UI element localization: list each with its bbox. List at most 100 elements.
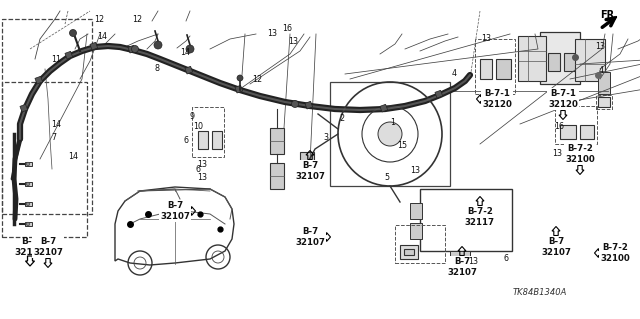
Circle shape [26, 162, 29, 166]
Text: 14: 14 [180, 48, 191, 57]
Text: 1: 1 [390, 118, 395, 127]
Text: 13: 13 [481, 34, 492, 43]
Circle shape [378, 122, 402, 146]
Text: 12: 12 [132, 15, 143, 24]
Text: 12: 12 [252, 75, 262, 84]
Text: 7: 7 [52, 133, 57, 142]
Text: 4: 4 [599, 66, 604, 75]
Circle shape [291, 100, 298, 108]
Text: 6: 6 [503, 254, 508, 263]
Text: B-7
32107: B-7 32107 [295, 227, 325, 247]
Text: 5: 5 [385, 173, 390, 182]
Text: 16: 16 [282, 24, 292, 33]
Bar [24, 202, 31, 206]
Bar [575, 39, 605, 81]
Bar [496, 59, 511, 79]
Text: 14: 14 [68, 152, 79, 161]
Bar [450, 251, 470, 261]
Bar [564, 53, 576, 71]
Text: 10: 10 [193, 122, 204, 130]
Bar [2, 82, 87, 237]
Circle shape [26, 222, 29, 226]
Bar [404, 249, 414, 255]
Bar [300, 152, 314, 172]
Text: 13: 13 [197, 173, 207, 182]
Bar [198, 131, 208, 149]
Bar [24, 182, 31, 186]
Text: 6: 6 [183, 136, 188, 145]
Bar [305, 101, 312, 109]
Bar [400, 245, 418, 259]
Bar [598, 72, 610, 94]
Bar [395, 225, 445, 263]
Bar [2, 19, 92, 214]
Bar [548, 53, 560, 71]
Circle shape [237, 75, 243, 81]
Text: 3: 3 [324, 133, 329, 142]
Bar [270, 128, 284, 154]
Text: 6: 6 [196, 165, 201, 174]
Bar [475, 39, 515, 94]
Bar [555, 106, 597, 144]
Bar [35, 76, 43, 84]
Circle shape [26, 182, 29, 186]
Text: 4: 4 [452, 69, 457, 78]
Text: B-7-2
32117: B-7-2 32117 [465, 207, 495, 227]
Bar [518, 36, 546, 81]
Text: B-7
32107: B-7 32107 [295, 161, 325, 181]
Text: 14: 14 [51, 120, 61, 129]
Bar [420, 189, 512, 251]
Bar [212, 131, 222, 149]
Bar [24, 222, 31, 226]
Text: 13: 13 [410, 166, 420, 175]
Text: B-7
32107: B-7 32107 [14, 237, 45, 257]
Circle shape [131, 46, 138, 53]
Bar [540, 32, 580, 84]
Bar [560, 125, 576, 139]
Bar [24, 161, 31, 167]
Text: 8: 8 [154, 64, 159, 73]
Text: 12: 12 [94, 15, 104, 24]
Text: B-7-2
32100: B-7-2 32100 [600, 243, 630, 263]
Circle shape [26, 202, 29, 206]
Text: B-7
32107: B-7 32107 [541, 237, 571, 257]
Bar [596, 95, 612, 109]
Text: 13: 13 [197, 160, 207, 169]
Bar [410, 203, 422, 219]
Text: B-7
32107: B-7 32107 [33, 237, 63, 257]
Text: B-7-2
32100: B-7-2 32100 [565, 144, 595, 164]
Bar [435, 90, 443, 98]
Circle shape [186, 45, 194, 53]
Text: 9: 9 [189, 112, 195, 121]
Bar [410, 223, 422, 239]
Bar [65, 51, 72, 59]
Bar [128, 45, 136, 53]
Text: 14: 14 [97, 32, 108, 41]
Circle shape [70, 29, 77, 36]
Text: B-7
32107: B-7 32107 [447, 257, 477, 277]
Bar [580, 125, 594, 139]
Text: 13: 13 [268, 29, 278, 38]
Bar [598, 97, 610, 107]
Text: 15: 15 [397, 141, 407, 150]
Text: 13: 13 [552, 149, 562, 158]
Text: 11: 11 [51, 55, 61, 63]
Text: 16: 16 [554, 122, 564, 130]
Text: 2: 2 [340, 114, 345, 122]
Bar [90, 42, 98, 50]
Bar [380, 104, 388, 112]
Text: 13: 13 [288, 37, 298, 46]
Bar [185, 66, 193, 74]
Text: FR.: FR. [600, 10, 618, 20]
Text: B-7-1
32120: B-7-1 32120 [482, 89, 512, 109]
Bar [235, 85, 243, 93]
Text: TK84B1340A: TK84B1340A [513, 288, 567, 297]
Text: B-7
32107: B-7 32107 [160, 201, 190, 221]
Bar [330, 82, 450, 186]
Bar [192, 107, 224, 157]
Text: 13: 13 [595, 42, 605, 51]
Bar [480, 59, 492, 79]
Text: 13: 13 [468, 257, 479, 266]
Bar [270, 163, 284, 189]
Text: B-7-1
32120: B-7-1 32120 [548, 89, 578, 109]
